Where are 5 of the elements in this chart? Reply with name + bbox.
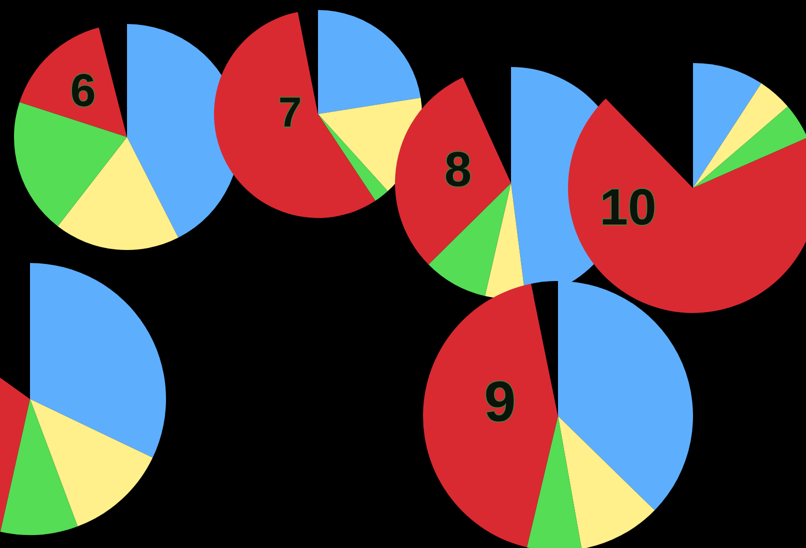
text: 10 <box>600 178 656 236</box>
text: 9 <box>484 370 516 434</box>
text: 6 <box>70 64 96 116</box>
text: 7 <box>278 88 302 136</box>
text: 8 <box>444 143 472 197</box>
